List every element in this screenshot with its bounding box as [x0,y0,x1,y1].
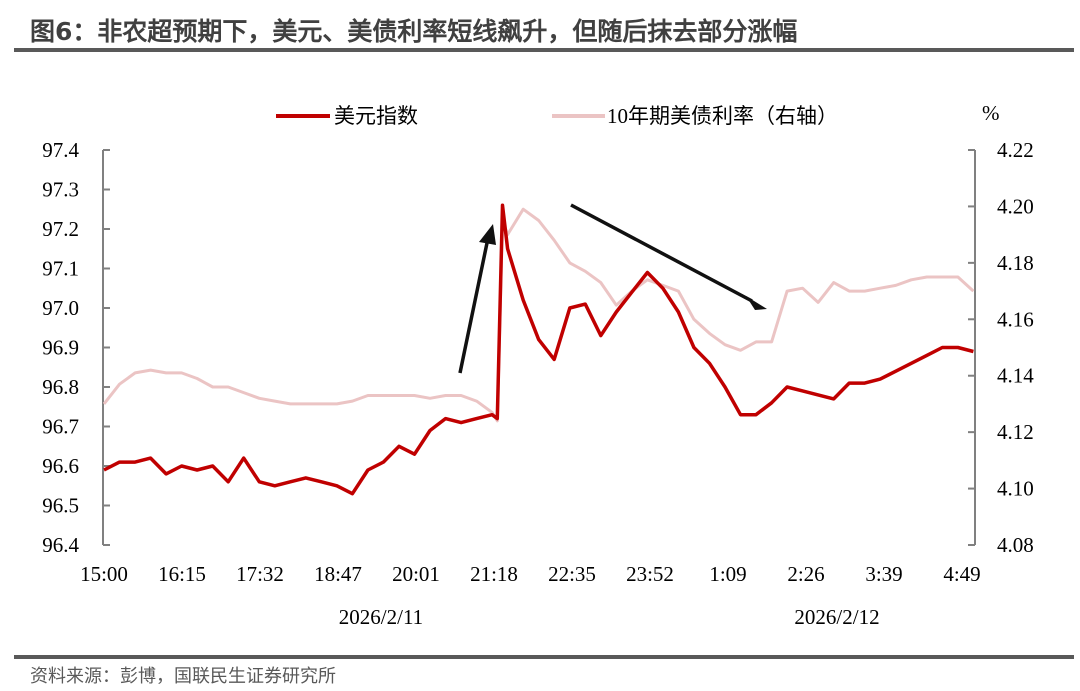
legend-label-ust: 10年期美债利率（右轴） [607,104,838,128]
footer-divider [14,655,1074,659]
series-line-dxy [103,203,974,496]
legend: 美元指数 10年期美债利率（右轴） % [276,101,1000,128]
x-tick-label: 22:35 [548,562,596,586]
legend-label-dxy: 美元指数 [334,104,418,128]
right-tick-label: 4.10 [997,477,1034,501]
right-tick-label: 4.20 [997,194,1034,218]
right-tick-label: 4.14 [997,364,1034,388]
x-tick-label: 20:01 [392,562,440,586]
right-tick-label: 4.22 [997,138,1034,162]
x-date-label: 2026/2/11 [339,605,423,629]
title-divider [14,48,1074,52]
left-tick-label: 97.4 [42,138,79,162]
left-tick-label: 96.4 [42,533,79,557]
x-tick-label: 23:52 [626,562,674,586]
x-tick-label: 15:00 [80,562,128,586]
up-arrow [458,242,489,374]
down-arrow [570,203,753,303]
x-tick-label: 16:15 [158,562,206,586]
x-tick-label: 4:49 [943,562,980,586]
x-tick-label: 1:09 [709,562,746,586]
up-arrow-head [479,224,496,245]
left-tick-label: 97.0 [42,296,79,320]
left-tick-label: 96.6 [42,454,79,478]
x-date-label: 2026/2/12 [794,605,879,629]
left-tick-label: 96.9 [42,336,79,360]
right-tick-label: 4.18 [997,251,1034,275]
left-tick-label: 97.3 [42,178,79,202]
left-tick-label: 97.1 [42,257,79,281]
right-tick-label: 4.08 [997,533,1034,557]
left-tick-label: 97.2 [42,217,79,241]
left-tick-label: 96.5 [42,494,79,518]
annotation-arrows [458,203,767,374]
x-tick-label: 2:26 [787,562,824,586]
x-tick-label: 18:47 [314,562,362,586]
x-tick-label: 3:39 [865,562,902,586]
right-tick-label: 4.16 [997,307,1034,331]
left-tick-label: 96.8 [42,375,79,399]
x-tick-label: 21:18 [470,562,518,586]
down-arrow-head [746,296,767,310]
right-axis-unit: % [982,101,1000,125]
chart-title: 图6：非农超预期下，美元、美债利率短线飙升，但随后抹去部分涨幅 [30,17,798,46]
right-tick-label: 4.12 [997,420,1034,444]
x-tick-label: 17:32 [236,562,284,586]
source-note: 资料来源：彭博，国联民生证券研究所 [30,666,336,687]
left-tick-label: 96.7 [42,415,79,439]
